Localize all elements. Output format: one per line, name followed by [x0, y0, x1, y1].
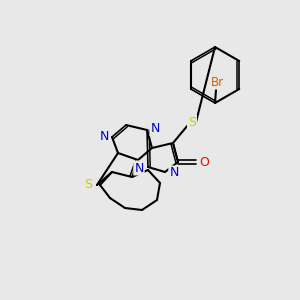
Text: N: N: [99, 130, 109, 143]
Text: S: S: [84, 178, 92, 191]
Text: N: N: [134, 161, 144, 175]
Text: Br: Br: [210, 76, 224, 88]
Text: N: N: [169, 167, 179, 179]
Text: S: S: [188, 116, 196, 128]
Text: N: N: [150, 122, 160, 136]
Text: O: O: [199, 155, 209, 169]
